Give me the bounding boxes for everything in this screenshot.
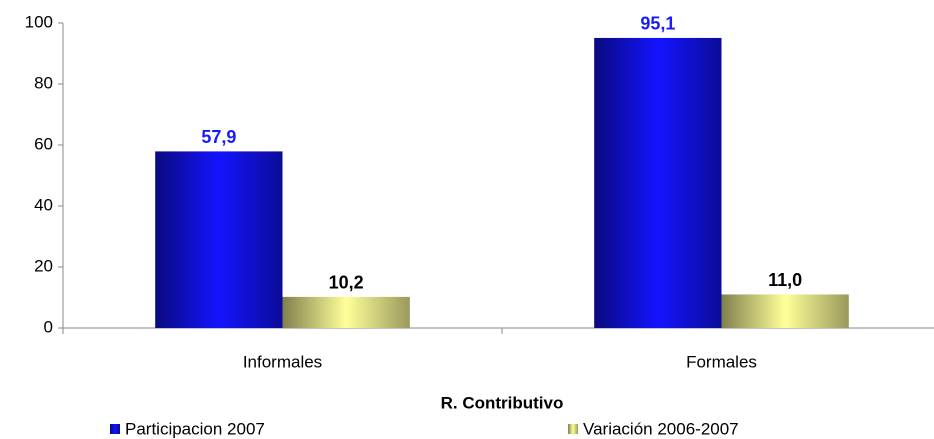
y-tick-label: 0 bbox=[44, 317, 53, 336]
value-label: 57,9 bbox=[201, 127, 236, 147]
y-tick-label: 60 bbox=[34, 134, 53, 153]
y-tick-label: 100 bbox=[25, 12, 53, 31]
value-label: 95,1 bbox=[640, 14, 675, 34]
y-tick-label: 40 bbox=[34, 195, 53, 214]
legend-label: Variación 2006-2007 bbox=[583, 419, 739, 438]
legend-swatch bbox=[568, 424, 578, 434]
x-axis-title: R. Contributivo bbox=[441, 393, 564, 412]
legend-label: Participacion 2007 bbox=[125, 419, 265, 438]
y-tick-label: 20 bbox=[34, 256, 53, 275]
x-tick-label: Informales bbox=[243, 352, 322, 371]
bar bbox=[155, 151, 283, 328]
legend-swatch bbox=[110, 424, 120, 434]
y-tick-label: 80 bbox=[34, 73, 53, 92]
value-label: 11,0 bbox=[768, 270, 802, 290]
bar bbox=[721, 294, 849, 328]
bar bbox=[594, 37, 722, 328]
bar bbox=[282, 296, 410, 328]
value-label: 10,2 bbox=[329, 273, 364, 293]
x-tick-label: Formales bbox=[686, 352, 757, 371]
